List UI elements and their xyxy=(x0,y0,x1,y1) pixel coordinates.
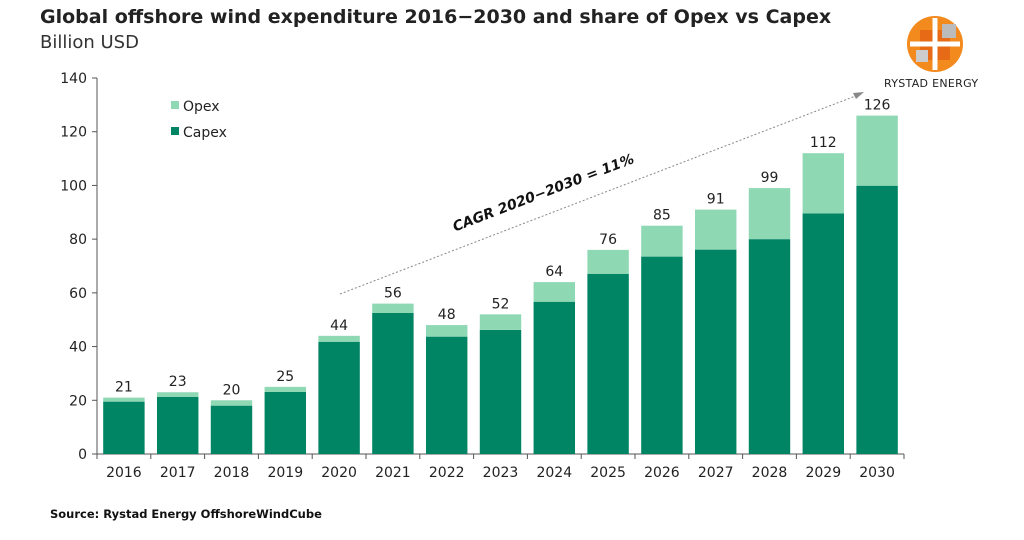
x-tick-label-2019: 2019 xyxy=(267,465,303,481)
bar-opex-2026 xyxy=(641,225,683,257)
data-label-total-2029: 112 xyxy=(810,135,837,151)
bar-opex-2022 xyxy=(425,325,468,337)
x-tick-label-2025: 2025 xyxy=(590,465,626,481)
data-label-total-2018: 20 xyxy=(223,382,241,398)
legend-swatch-opex xyxy=(171,101,179,109)
data-label-total-2022: 48 xyxy=(438,307,456,323)
source-note: Source: Rystad Energy OffshoreWindCube xyxy=(50,507,322,521)
bar-capex-2030 xyxy=(856,185,898,454)
y-tick-label: 60 xyxy=(69,286,87,302)
bar-opex-2027 xyxy=(694,209,737,250)
data-label-total-2020: 44 xyxy=(330,318,348,334)
bar-capex-2024 xyxy=(533,301,576,454)
y-tick-label: 80 xyxy=(69,232,87,248)
bar-opex-2017 xyxy=(156,392,199,397)
bar-opex-2018 xyxy=(210,400,253,406)
bar-capex-2017 xyxy=(156,396,199,454)
bar-capex-2016 xyxy=(103,401,145,454)
chart-title: Global offshore wind expenditure 2016−20… xyxy=(40,6,832,28)
bar-capex-2020 xyxy=(318,341,360,454)
bar-capex-2027 xyxy=(694,249,737,454)
cagr-annotation: CAGR 2020−2030 = 11% xyxy=(451,151,637,235)
data-label-total-2024: 64 xyxy=(545,264,563,280)
bar-opex-2020 xyxy=(318,335,360,342)
bar-opex-2021 xyxy=(372,303,414,313)
x-tick-label-2022: 2022 xyxy=(429,465,465,481)
x-tick-label-2026: 2026 xyxy=(644,465,680,481)
x-tick-label-2024: 2024 xyxy=(536,465,572,481)
y-tick-label: 40 xyxy=(69,340,87,356)
bar-capex-2029 xyxy=(802,213,845,454)
cagr-arrow xyxy=(339,94,859,295)
bar-capex-2028 xyxy=(748,239,791,454)
data-label-total-2016: 21 xyxy=(115,380,133,396)
x-tick-label-2017: 2017 xyxy=(160,465,196,481)
bar-opex-2019 xyxy=(264,386,307,392)
bar-opex-2028 xyxy=(748,188,791,240)
data-label-total-2023: 52 xyxy=(492,296,510,312)
y-tick-label: 0 xyxy=(78,447,87,463)
bar-opex-2030 xyxy=(856,115,898,186)
x-tick-label-2027: 2027 xyxy=(698,465,734,481)
data-label-total-2027: 91 xyxy=(707,192,725,208)
bar-capex-2021 xyxy=(372,313,414,454)
bar-opex-2025 xyxy=(587,249,629,274)
x-tick-label-2029: 2029 xyxy=(805,465,841,481)
y-tick-label: 140 xyxy=(60,71,87,87)
bar-capex-2018 xyxy=(210,405,253,454)
data-label-total-2028: 99 xyxy=(761,170,779,186)
x-tick-label-2028: 2028 xyxy=(752,465,788,481)
bar-opex-2023 xyxy=(479,314,522,330)
data-label-total-2021: 56 xyxy=(384,286,402,302)
data-label-total-2025: 76 xyxy=(599,232,617,248)
bar-capex-2019 xyxy=(264,391,307,454)
bar-opex-2016 xyxy=(103,397,145,402)
data-label-total-2026: 85 xyxy=(653,208,671,224)
x-tick-label-2016: 2016 xyxy=(106,465,142,481)
y-tick-label: 120 xyxy=(60,125,87,141)
x-tick-label-2030: 2030 xyxy=(859,465,895,481)
x-tick-label-2018: 2018 xyxy=(214,465,250,481)
legend-label-capex: Capex xyxy=(183,125,227,141)
rystad-logo-icon xyxy=(907,16,963,72)
x-tick-label-2020: 2020 xyxy=(321,465,357,481)
bar-capex-2025 xyxy=(587,273,629,454)
x-tick-label-2021: 2021 xyxy=(375,465,411,481)
cagr-arrowhead xyxy=(853,92,864,99)
bar-opex-2024 xyxy=(533,282,576,302)
legend-swatch-capex xyxy=(171,127,179,135)
logo-text: RYSTAD ENERGY xyxy=(884,77,979,90)
bar-capex-2023 xyxy=(479,329,522,454)
data-label-total-2030: 126 xyxy=(864,98,891,114)
bar-capex-2026 xyxy=(641,256,683,454)
y-tick-label: 20 xyxy=(69,393,87,409)
bar-opex-2029 xyxy=(802,153,845,214)
data-label-total-2019: 25 xyxy=(276,369,294,385)
legend-label-opex: Opex xyxy=(183,99,220,115)
x-tick-label-2023: 2023 xyxy=(483,465,519,481)
chart-subtitle: Billion USD xyxy=(40,32,139,53)
y-tick-label: 100 xyxy=(60,178,87,194)
data-label-total-2017: 23 xyxy=(169,374,187,390)
bar-capex-2022 xyxy=(425,336,468,454)
legend: Opex Capex xyxy=(171,99,227,141)
